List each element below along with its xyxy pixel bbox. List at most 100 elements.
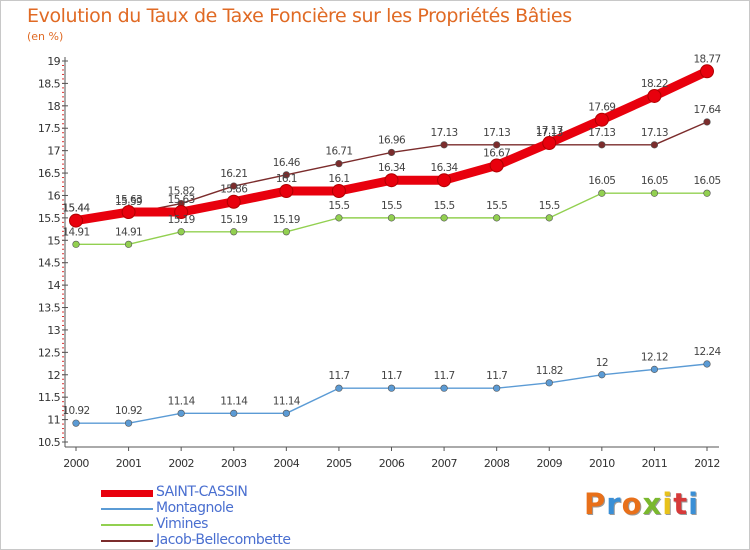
data-label: 12.12 [641,351,668,363]
data-label: 16.46 [273,157,301,169]
y-tick-label: 16.5 [38,167,61,180]
data-point [493,384,501,392]
data-point [72,240,80,248]
data-point [121,205,136,220]
x-tick-label: 2004 [274,457,300,470]
data-point [230,409,238,417]
data-label: 17.13 [536,127,563,139]
y-tick-label: 13.5 [38,302,61,315]
data-label: 15.63 [168,194,195,206]
data-point [700,64,714,79]
legend-label: Montagnole [156,500,234,516]
data-label: 12.24 [693,346,721,358]
x-tick-label: 2005 [326,457,352,470]
data-label: 16.1 [328,173,349,185]
data-label: 17.13 [483,127,510,139]
y-tick-label: 17 [47,145,60,158]
data-point [650,189,659,197]
data-point [598,189,606,197]
series-montagnole [72,360,711,427]
data-point [177,409,185,417]
y-tick-label: 18.5 [38,77,61,90]
y-tick-label: 13 [47,324,60,337]
data-point [650,365,659,373]
x-tick-label: 2007 [431,457,457,470]
data-label: 17.64 [693,104,721,116]
data-label: 16.34 [431,162,459,174]
data-point [594,112,609,127]
data-label: 17.17 [536,125,563,137]
x-tick-label: 2006 [379,457,405,470]
y-tick-label: 17.5 [38,122,61,135]
legend-label: Vimines [156,516,208,532]
data-label: 16.05 [641,175,668,187]
data-point [437,173,452,188]
data-label: 15.19 [168,214,195,226]
data-point [230,182,238,190]
data-point [545,379,553,387]
legend-label: Jacob-Bellecombette [156,532,291,548]
series-saint-cassin [69,64,714,228]
x-tick-label: 2001 [116,457,142,470]
data-label: 17.13 [431,127,458,139]
y-tick-label: 15 [47,234,60,247]
data-label: 16.05 [588,175,615,187]
data-label: 15.5 [539,200,560,212]
x-tick-label: 2008 [484,457,510,470]
data-label: 15.5 [381,200,402,212]
y-tick-label: 14 [47,279,60,292]
data-point [703,360,711,368]
data-point [124,419,133,427]
data-label: 18.22 [641,78,668,90]
y-tick-label: 16 [47,189,60,202]
data-point [545,214,553,222]
y-tick-label: 14.5 [38,257,61,270]
data-label: 18.77 [693,53,720,65]
data-label: 11.82 [536,365,563,377]
data-point [489,158,504,173]
data-point [384,173,399,188]
data-label: 10.92 [62,405,89,417]
data-point [335,384,343,392]
data-point [703,189,711,197]
data-point [598,141,606,149]
data-label: 11.7 [328,370,349,382]
data-point [542,136,557,151]
data-label: 16.67 [483,147,510,159]
x-tick-label: 2009 [536,457,562,470]
data-point [69,213,83,228]
data-label: 15.19 [273,214,300,226]
data-point [279,183,294,198]
data-point [387,384,396,392]
legend-label: SAINT-CASSIN [156,484,248,500]
data-label: 10.92 [115,405,142,417]
y-tick-label: 10.5 [38,436,61,449]
data-label: 17.13 [588,127,615,139]
data-label: 11.14 [168,395,196,407]
data-label: 15.82 [168,186,195,198]
y-tick-label: 18 [47,100,60,113]
data-label: 15.44 [62,203,90,215]
data-point [440,141,448,149]
series-vimines [72,189,711,248]
legend-swatch [101,508,153,510]
data-label: 17.13 [641,127,668,139]
y-tick-label: 11.5 [38,391,61,404]
data-point [226,194,241,209]
data-label: 11.7 [434,370,455,382]
data-label: 16.96 [378,134,406,146]
data-point [387,148,396,157]
data-point [493,214,501,222]
data-label: 15.5 [328,200,349,212]
data-label: 16.21 [220,168,247,180]
data-point [440,384,448,392]
data-label: 12 [596,357,608,369]
chart-title: Evolution du Taux de Taxe Foncière sur l… [27,5,572,27]
data-point [703,118,711,126]
data-label: 11.7 [486,370,507,382]
data-point [647,88,662,103]
legend-swatch [101,540,153,542]
y-tick-label: 15.5 [38,212,61,225]
data-label: 15.19 [220,214,247,226]
